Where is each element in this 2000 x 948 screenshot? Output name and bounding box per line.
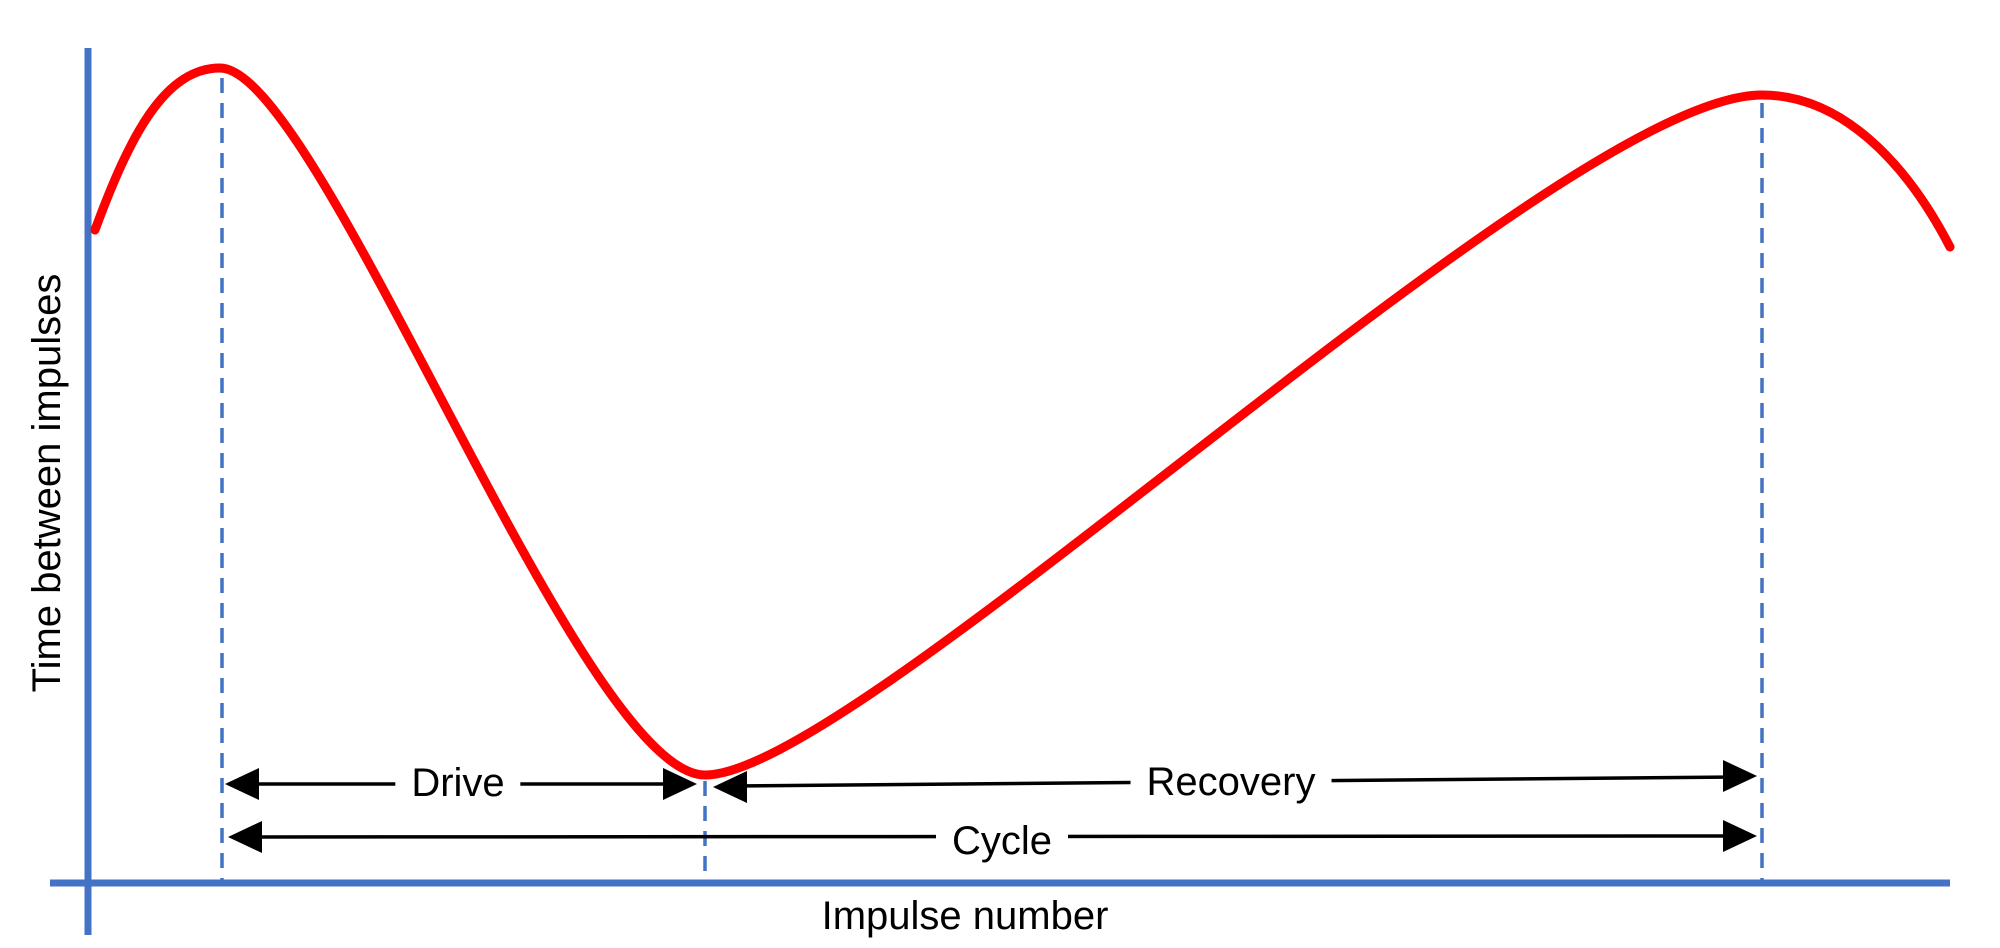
drive-arrowhead-left-icon: [225, 768, 259, 800]
cycle-arrowhead-right-icon: [1723, 820, 1757, 852]
drive-arrowhead-right-icon: [663, 768, 697, 800]
y-axis-label: Time between impulses: [25, 273, 69, 693]
impulse-time-curve: [90, 63, 1955, 780]
drive-phase-label: Drive: [395, 760, 521, 806]
cycle-phase-label: Cycle: [935, 818, 1069, 864]
x-axis-label: Impulse number: [821, 894, 1109, 938]
recovery-phase-label: Recovery: [1130, 759, 1332, 805]
recovery-arrowhead-left-icon: [713, 771, 747, 803]
cycle-arrowhead-left-icon: [228, 821, 262, 853]
recovery-arrowhead-right-icon: [1723, 760, 1757, 792]
